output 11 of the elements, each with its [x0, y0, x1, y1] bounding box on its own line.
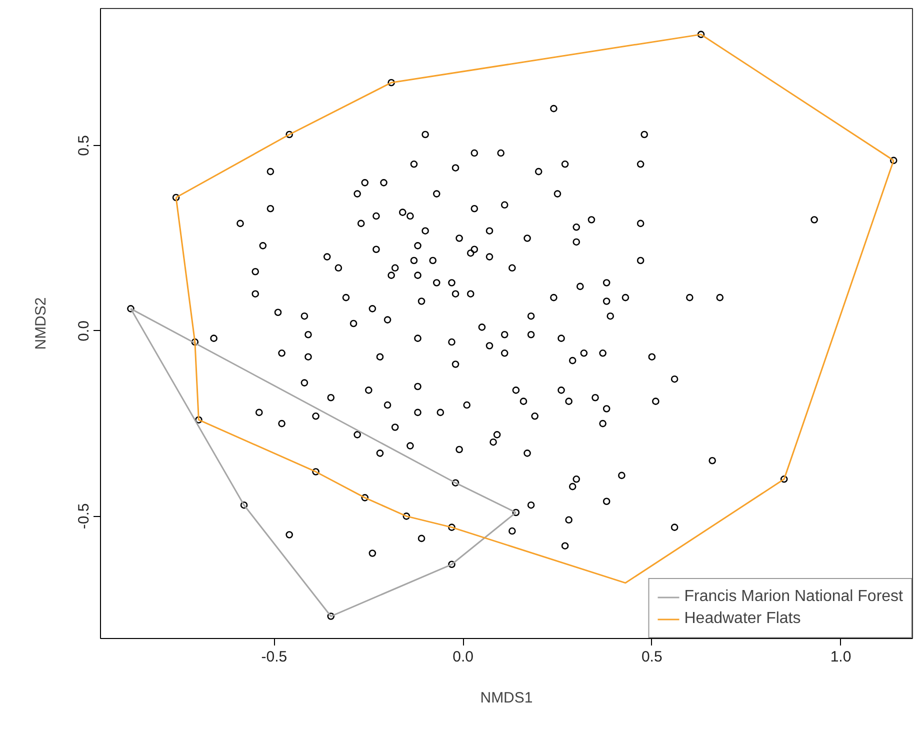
legend-label: Headwater Flats [684, 610, 801, 628]
y-tick-label: -0.5 [76, 503, 92, 530]
x-tick-label: -0.5 [261, 648, 288, 666]
x-axis-title: NMDS1 [480, 690, 533, 706]
legend-label: Francis Marion National Forest [684, 588, 903, 606]
y-tick-label: 0.0 [76, 320, 92, 342]
x-tick-label: 0.0 [452, 648, 474, 666]
x-tick-label: 1.0 [830, 648, 852, 666]
y-tick-label: 0.5 [76, 135, 92, 156]
x-tick-label: 0.5 [641, 648, 662, 666]
y-axis-title: NMDS2 [32, 297, 50, 350]
